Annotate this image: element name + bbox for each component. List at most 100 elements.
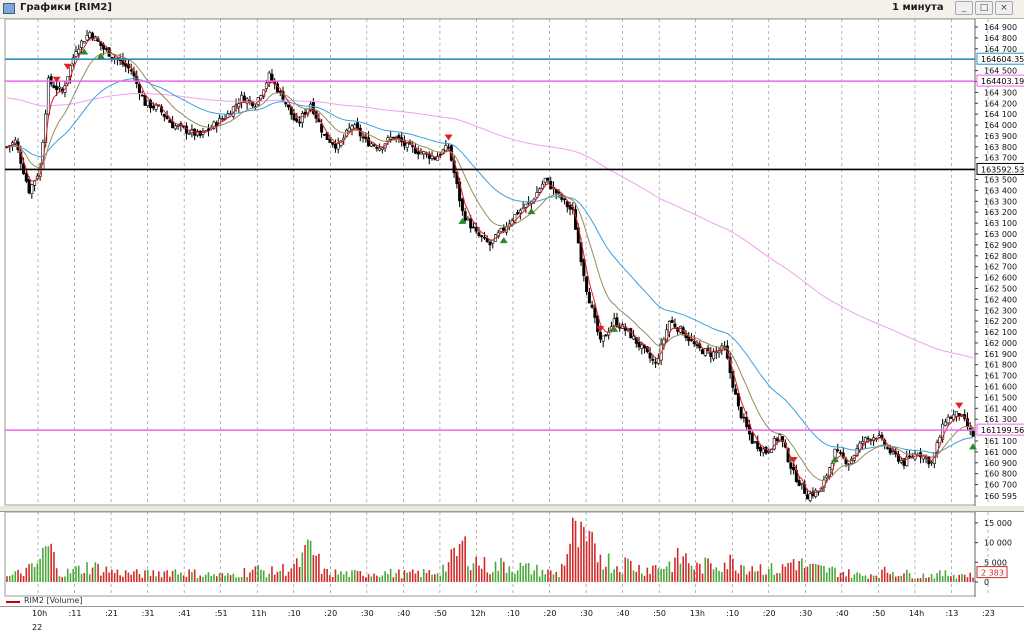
candle-body: [529, 200, 533, 204]
window-titlebar: Графики [RIM2] 1 минута _ □ ×: [0, 0, 1024, 19]
price-tick-label: 164 800: [984, 34, 1017, 43]
level-price-tag: [976, 423, 1024, 436]
time-tick-label: :23: [982, 609, 995, 618]
candle-body: [154, 104, 158, 110]
candle-body: [957, 413, 961, 416]
candle-body: [331, 142, 335, 145]
time-tick-label: :50: [653, 609, 667, 618]
price-plot-area: [4, 19, 976, 506]
candle-body: [758, 446, 762, 452]
candle-body: [430, 155, 434, 159]
candle-body: [623, 326, 627, 331]
time-axis: 22 10h:11:21:31:41:51 11h:10:20:30:40:50 1…: [0, 606, 1024, 635]
candle-body: [30, 184, 34, 194]
candle-body: [808, 493, 812, 501]
candle-body: [734, 388, 738, 395]
candle-body: [863, 437, 867, 443]
candle-body: [781, 436, 785, 442]
close-button[interactable]: ×: [995, 1, 1013, 15]
price-tick-label: 164 900: [984, 23, 1017, 32]
buy-signal-marker: [96, 52, 105, 59]
time-tick-label: :40: [397, 609, 411, 618]
candle-body: [703, 348, 707, 356]
candle-body: [888, 448, 892, 454]
candle-body: [267, 72, 271, 83]
candle-body: [535, 192, 539, 198]
time-tick-label: :10: [726, 609, 740, 618]
price-tick-label: 161 000: [984, 448, 1017, 457]
buy-signal-marker: [831, 456, 839, 463]
candle-body: [654, 361, 658, 364]
candle-body: [220, 118, 224, 121]
candle-body: [695, 344, 699, 347]
candle-body: [333, 143, 337, 149]
candle-body: [57, 86, 61, 89]
candle-body: [419, 152, 423, 155]
candle-body: [772, 438, 776, 450]
candle-body: [701, 349, 705, 355]
candle-body: [485, 238, 489, 243]
minimize-button[interactable]: _: [955, 1, 973, 15]
candle-body: [797, 480, 801, 486]
price-tick-label: 160 700: [984, 481, 1017, 490]
price-tick-label: 162 700: [984, 263, 1017, 272]
candle-body: [640, 344, 644, 349]
candle-body: [902, 458, 906, 466]
price-tick-label: 163 100: [984, 219, 1017, 228]
candle-body: [206, 128, 210, 131]
candle-body: [380, 147, 384, 150]
sell-signal-marker: [955, 402, 964, 409]
maximize-button[interactable]: □: [975, 1, 993, 15]
candle-body: [540, 183, 544, 189]
volume-chart[interactable]: 15 000 10 000 5 000 02 383: [0, 512, 1024, 597]
volume-chart-panel[interactable]: 15 000 10 000 5 000 0 2 383: [0, 511, 1024, 597]
candle-body: [82, 41, 86, 44]
price-tick-label: 162 100: [984, 328, 1017, 337]
price-tick-label: 163 700: [984, 154, 1017, 163]
candle-body: [543, 178, 547, 183]
price-tick-label: 161 300: [984, 415, 1017, 424]
sell-signal-marker: [52, 76, 61, 83]
candle-body: [336, 143, 340, 150]
price-tick-label: 164 200: [984, 99, 1017, 108]
price-tick-label: 161 600: [984, 383, 1017, 392]
candle-body: [386, 137, 390, 143]
buy-signal-marker: [458, 217, 467, 224]
candle-body: [789, 462, 793, 469]
candle-body: [52, 84, 56, 88]
candle-body: [601, 335, 605, 342]
candle-body: [946, 416, 950, 424]
time-tick-label: :50: [872, 609, 886, 618]
candle-body: [805, 494, 809, 500]
candle-body: [800, 482, 804, 485]
candle-body: [311, 101, 315, 114]
price-tick-label: 162 200: [984, 317, 1017, 326]
candle-body: [168, 119, 172, 123]
candle-body: [930, 461, 934, 464]
candle-body: [391, 136, 395, 139]
candle-body: [866, 437, 870, 440]
volume-tick-label: 10 000: [984, 539, 1012, 548]
candle-body: [899, 460, 903, 463]
level-price-label: 163592.53: [981, 165, 1024, 174]
candle-body: [521, 207, 525, 210]
candle-body: [463, 211, 467, 221]
time-tick-label: :40: [616, 609, 630, 618]
level-price-label: 161199.56: [981, 426, 1024, 435]
candle-body: [585, 276, 589, 293]
time-tick-label: 12h: [470, 609, 486, 618]
candle-body: [447, 146, 451, 149]
period-label[interactable]: 1 минута: [892, 2, 944, 13]
level-price-tag: [976, 74, 1024, 87]
candle-body: [861, 441, 865, 444]
candle-body: [689, 339, 693, 341]
candle-body: [389, 136, 393, 140]
candle-body: [143, 95, 147, 106]
candle-body: [750, 433, 754, 444]
time-tick-label: :21: [105, 609, 118, 618]
candle-body: [85, 35, 89, 41]
candle-body: [587, 292, 591, 304]
candle-body: [692, 341, 696, 345]
